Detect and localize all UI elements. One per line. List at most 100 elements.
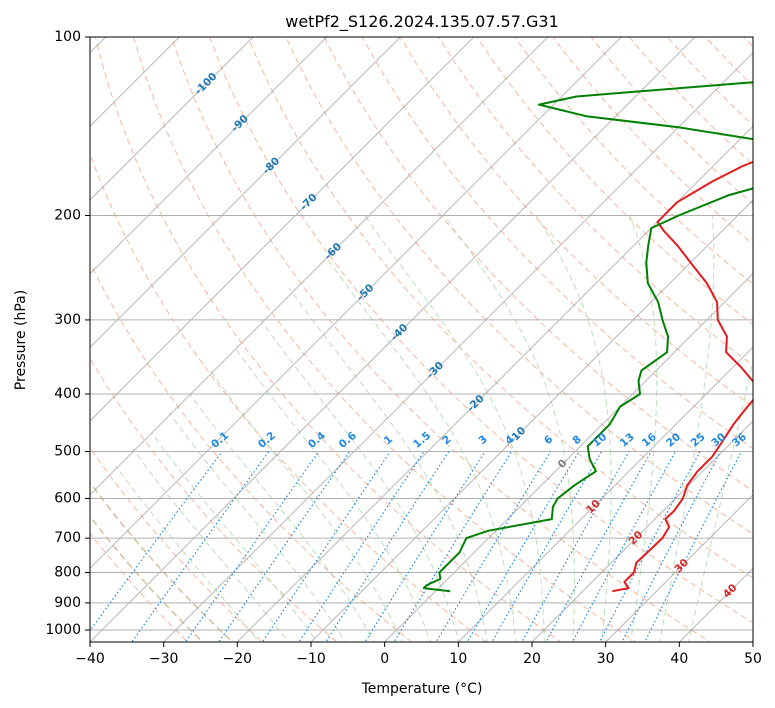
mixing-ratio-lines (90, 451, 742, 642)
dry-adiabat (132, 37, 637, 642)
moist-adiabat (443, 215, 575, 642)
mixing-ratio-line (466, 451, 580, 642)
mixing-ratio-line (131, 451, 270, 642)
mixing-ratio-line (621, 451, 722, 642)
dry-adiabat (767, 0, 775, 654)
mixing-ratio-line (435, 451, 552, 642)
dry-adiabats (90, 0, 775, 654)
x-tick-label: −20 (223, 651, 253, 667)
x-tick-label: 10 (449, 651, 467, 667)
chart-title: wetPf2_S126.2024.135.07.57.G31 (285, 12, 559, 32)
plot-area: -100-90-80-70-60-50-40-30-20-10010203040… (90, 0, 775, 654)
mixing-ratio-line (261, 451, 391, 642)
x-axis-label: Temperature (°C) (361, 681, 483, 697)
mixing-ratio-label: 0.1 (209, 430, 231, 451)
x-tick-label: 0 (380, 651, 389, 667)
mixing-ratio-label: 1 (382, 433, 395, 447)
moist-adiabat (535, 215, 612, 642)
y-axis-label: Pressure (hPa) (13, 290, 29, 390)
mixing-ratio-line (393, 451, 513, 642)
pressure-gridlines (90, 37, 753, 631)
x-tick-label: 40 (670, 651, 688, 667)
isotherm-line (531, 420, 753, 642)
x-tick-label: 20 (523, 651, 541, 667)
isotherm-line (310, 199, 753, 642)
y-tick-label: 900 (54, 595, 81, 611)
moist-adiabat (189, 393, 375, 642)
y-tick-label: 500 (54, 443, 81, 459)
dry-adiabat (514, 37, 753, 285)
moist-adiabat (209, 370, 403, 642)
dry-adiabat (361, 37, 753, 450)
isotherm-line (90, 37, 181, 128)
mixing-ratio-line (298, 451, 425, 642)
y-tick-label: 800 (54, 565, 81, 581)
dry-adiabat (285, 37, 753, 535)
isotherm-line (604, 493, 753, 642)
y-tick-label: 700 (54, 530, 81, 546)
x-tick-label: −40 (75, 651, 105, 667)
isotherm-line (90, 37, 402, 349)
dry-adiabat (90, 152, 488, 642)
y-tick-label: 300 (54, 312, 81, 328)
isotherm-line (752, 641, 753, 642)
dry-adiabat (704, 37, 753, 87)
dry-adiabat (666, 37, 753, 127)
moist-adiabat (151, 432, 318, 642)
mixing-ratio-line (571, 451, 677, 642)
mixing-ratio-line (598, 451, 701, 642)
dry-adiabat (734, 0, 775, 654)
mixing-ratio-label: 3 (476, 433, 489, 447)
profile-line (612, 160, 753, 593)
dry-adiabat (742, 37, 753, 48)
mixing-ratio-line (90, 451, 223, 632)
isotherm-line (90, 37, 696, 642)
profile-line (422, 81, 753, 593)
mixing-ratio-label: 36 (730, 431, 749, 450)
mixing-ratio-label: 6 (542, 433, 555, 447)
dry-adiabat (94, 37, 562, 642)
moist-adiabat (115, 466, 260, 642)
y-axis-ticks: 100 200 300 400 500 600 700 800 900 1000 (45, 29, 90, 638)
mixing-ratio-line (218, 451, 351, 642)
y-tick-label: 100 (54, 29, 81, 45)
dry-adiabat (399, 37, 753, 408)
y-tick-label: 1000 (45, 622, 81, 638)
isotherm-line (90, 37, 623, 570)
isotherm-line (162, 51, 753, 642)
mixing-ratio-line (491, 451, 603, 642)
dry-adiabat (90, 447, 264, 642)
mixing-ratio-label: 25 (689, 431, 708, 450)
dry-adiabat (90, 357, 338, 642)
x-tick-label: −30 (149, 651, 179, 667)
mixing-ratio-line (364, 451, 486, 642)
y-tick-label: 600 (54, 490, 81, 506)
y-tick-label: 400 (54, 386, 81, 402)
isotherm-line (457, 346, 753, 642)
pseudo-adiabat-curve (90, 481, 234, 642)
dry-adiabat (701, 0, 775, 654)
mixing-ratio-label: 0.2 (256, 430, 278, 451)
moist-adiabat (234, 348, 432, 642)
mixing-ratio-label: 0.4 (306, 430, 328, 451)
dry-adiabat (170, 37, 712, 642)
mixing-ratio-label: 0.6 (337, 430, 359, 451)
isotherm-line (383, 272, 753, 642)
mixing-ratio-label: 2 (440, 433, 453, 447)
mixing-ratio-line (545, 451, 652, 642)
moist-adiabat (132, 448, 289, 642)
mixing-ratio-label: 30 (709, 431, 728, 450)
dry-adiabat (247, 37, 753, 579)
dry-adiabat (209, 37, 753, 624)
moist-adiabat (325, 256, 517, 642)
x-tick-label: 30 (597, 651, 615, 667)
dry-adiabat (90, 261, 413, 642)
x-tick-label: −10 (296, 651, 326, 667)
mixing-ratio-label: 16 (640, 431, 659, 450)
moist-adiabat (288, 287, 488, 642)
isotherm-line (90, 37, 549, 496)
x-axis-ticks: −40 −30 −20 −10 0 10 20 30 40 50 (75, 642, 762, 667)
x-tick-label: 50 (744, 651, 762, 667)
dry-adiabat (90, 532, 189, 642)
